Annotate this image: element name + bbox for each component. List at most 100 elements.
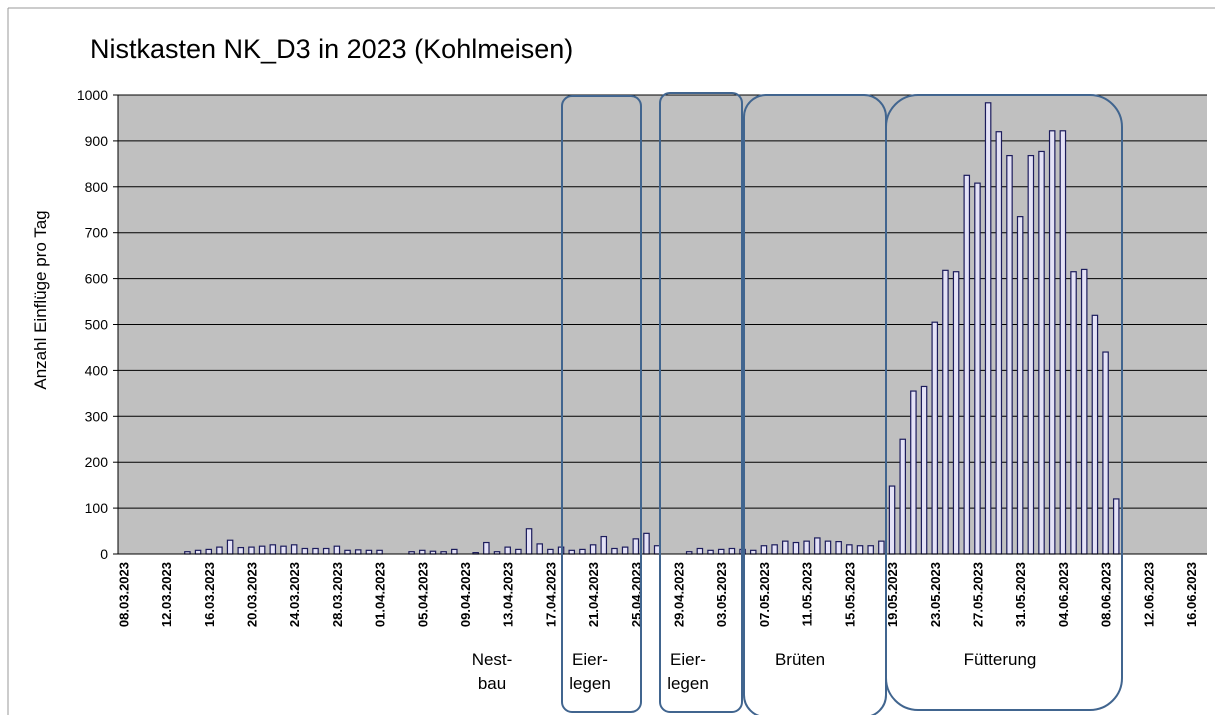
x-tick-label: 12.06.2023 — [1141, 562, 1156, 627]
bar — [856, 545, 864, 555]
annotation: legen — [569, 674, 611, 693]
bar — [226, 539, 234, 555]
x-tick-label: 16.03.2023 — [202, 562, 217, 627]
y-tick-label: 200 — [85, 454, 109, 470]
annotation: Fütterung — [964, 650, 1037, 669]
bar — [814, 537, 821, 555]
bar — [792, 541, 800, 555]
bar — [365, 549, 373, 555]
bar — [354, 549, 362, 555]
phase-box — [885, 94, 1123, 711]
y-axis-label: Anzahl Einflüge pro Tag — [31, 210, 50, 389]
bar — [1038, 150, 1045, 555]
bar — [963, 174, 971, 555]
bar — [749, 549, 757, 555]
bar — [280, 545, 287, 555]
bar — [707, 549, 714, 555]
bar — [643, 532, 650, 555]
annotation: Brüten — [775, 650, 825, 669]
x-tick-label: 23.05.2023 — [928, 562, 943, 627]
bar — [824, 540, 832, 555]
x-tick-label: 29.04.2023 — [672, 562, 687, 627]
bar — [525, 528, 533, 555]
x-tick-label: 04.06.2023 — [1056, 562, 1071, 627]
bar — [910, 390, 917, 555]
bar — [194, 549, 202, 555]
bar — [984, 102, 992, 555]
bar — [717, 548, 725, 555]
x-tick-label: 15.05.2023 — [842, 562, 857, 627]
bar — [547, 548, 554, 555]
bar — [568, 549, 576, 555]
bar — [205, 548, 213, 555]
bar — [344, 549, 351, 555]
bar — [931, 321, 939, 555]
bar — [504, 546, 511, 555]
bar — [600, 535, 608, 555]
bar — [942, 269, 949, 555]
bar — [771, 544, 778, 555]
x-tick-label: 17.04.2023 — [543, 562, 558, 627]
chart-title: Nistkasten NK_D3 in 2023 (Kohlmeisen) — [90, 34, 573, 64]
bar — [248, 546, 255, 555]
x-tick-label: 07.05.2023 — [757, 562, 772, 627]
bar — [974, 182, 981, 555]
bar — [269, 544, 277, 555]
bar — [1048, 130, 1056, 555]
annotation: Eier- — [572, 650, 608, 669]
bar — [515, 548, 522, 555]
bar — [728, 547, 736, 555]
bar — [1102, 351, 1109, 555]
bar — [1112, 498, 1120, 555]
x-tick-label: 20.03.2023 — [244, 562, 259, 627]
bar — [333, 545, 341, 555]
x-tick-label: 16.06.2023 — [1184, 562, 1199, 627]
bar — [536, 543, 543, 555]
bar — [995, 131, 1003, 555]
y-tick-label: 1000 — [77, 87, 108, 103]
bar — [589, 544, 597, 555]
bar — [290, 544, 298, 555]
phase-boxes — [561, 92, 1123, 715]
bar — [451, 548, 458, 555]
bar — [1016, 216, 1024, 555]
bar — [632, 538, 640, 555]
x-tick-label: 11.05.2023 — [800, 562, 815, 626]
bar — [803, 540, 810, 555]
y-tick-label: 500 — [85, 317, 109, 333]
bar — [1027, 154, 1035, 555]
y-tick-label: 600 — [85, 271, 109, 287]
x-tick-label: 05.04.2023 — [415, 562, 430, 627]
bar — [376, 549, 383, 555]
bar — [621, 546, 629, 555]
bar — [952, 271, 960, 555]
bar — [322, 547, 330, 555]
x-tick-label: 08.03.2023 — [116, 562, 131, 627]
phase-box — [561, 95, 642, 713]
bar — [899, 438, 906, 555]
bar — [483, 541, 490, 555]
annotation: Nest- — [472, 650, 513, 669]
bar — [920, 385, 928, 555]
annotation: Eier- — [670, 650, 706, 669]
y-tick-label: 800 — [85, 179, 109, 195]
y-tick-label: 0 — [100, 546, 108, 562]
bar — [867, 545, 874, 555]
bar — [312, 547, 319, 555]
x-tick-label: 08.06.2023 — [1099, 562, 1114, 627]
x-tick-label: 27.05.2023 — [970, 562, 985, 627]
x-tick-label: 24.03.2023 — [287, 562, 302, 627]
y-tick-label: 300 — [85, 408, 109, 424]
bar — [878, 540, 885, 555]
bar — [888, 485, 896, 555]
bar — [835, 541, 842, 555]
bar — [1006, 154, 1013, 555]
bar — [419, 549, 426, 555]
bar — [1080, 268, 1088, 555]
bar — [579, 548, 586, 555]
bar — [1070, 271, 1077, 555]
annotation: legen — [667, 674, 709, 693]
bar — [237, 546, 245, 555]
x-tick-label: 01.04.2023 — [373, 562, 388, 627]
